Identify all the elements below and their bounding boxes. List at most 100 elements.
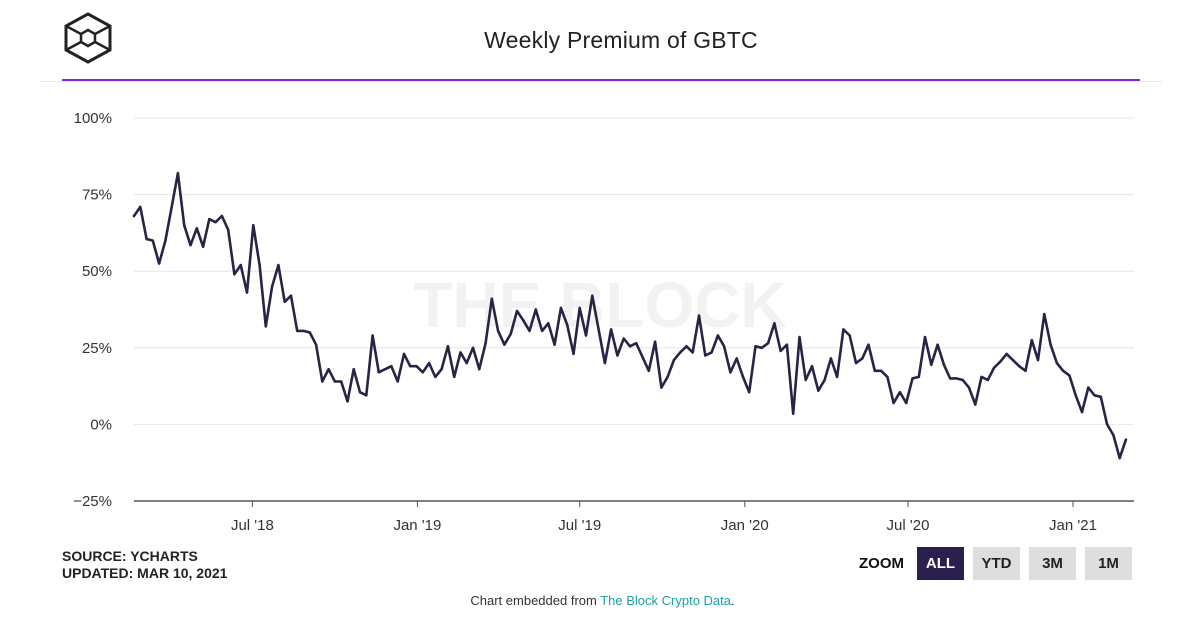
data-point — [434, 375, 437, 379]
data-point — [735, 357, 738, 360]
data-point — [766, 342, 770, 345]
data-point — [792, 412, 795, 415]
data-point — [741, 375, 745, 379]
data-point — [603, 361, 607, 365]
data-point — [804, 378, 807, 382]
data-point — [716, 334, 720, 337]
data-point — [892, 401, 895, 405]
zoom-ytd-button[interactable]: YTD — [973, 547, 1020, 580]
data-point — [848, 334, 851, 337]
data-point — [873, 369, 876, 372]
data-point — [296, 329, 299, 333]
data-point — [760, 346, 763, 349]
data-point — [471, 346, 475, 349]
data-point — [321, 380, 324, 383]
data-point — [1036, 358, 1040, 362]
data-point — [1043, 312, 1046, 316]
data-point — [660, 386, 663, 389]
y-tick-label: 75% — [82, 187, 112, 204]
data-point — [817, 389, 820, 392]
data-point — [283, 300, 286, 303]
data-point — [201, 245, 205, 248]
data-point — [277, 263, 280, 267]
data-point — [496, 329, 500, 333]
x-tick-label: Jul '18 — [231, 517, 274, 534]
data-point — [729, 371, 732, 374]
data-point — [478, 368, 481, 371]
y-tick-label: 0% — [90, 416, 112, 433]
data-point — [132, 214, 136, 218]
the-block-logo-icon — [64, 12, 112, 64]
zoom-all-button[interactable]: ALL — [917, 547, 964, 580]
data-point — [446, 345, 450, 348]
data-point — [484, 342, 487, 345]
data-point — [854, 361, 858, 365]
data-point — [861, 357, 864, 360]
data-point — [522, 319, 525, 322]
embed-credit: Chart embedded from The Block Crypto Dat… — [0, 593, 1189, 608]
zoom-1m-button[interactable]: 1M — [1085, 547, 1132, 580]
data-point — [829, 357, 833, 360]
data-point — [453, 375, 456, 379]
data-point — [722, 345, 726, 348]
data-point — [653, 340, 657, 343]
data-point — [157, 262, 161, 265]
chart-title: Weekly Premium of GBTC — [484, 27, 758, 53]
data-point — [666, 375, 669, 379]
data-point — [559, 306, 563, 310]
data-point — [798, 335, 801, 339]
the-block-data-link[interactable]: The Block Crypto Data — [600, 593, 731, 608]
data-point — [898, 391, 902, 394]
data-point — [597, 328, 600, 331]
data-point — [591, 294, 594, 297]
data-point — [584, 334, 588, 337]
data-point — [333, 380, 337, 383]
data-point — [503, 343, 506, 346]
data-point — [917, 375, 920, 379]
data-point — [1074, 394, 1077, 397]
data-point — [905, 401, 908, 405]
data-point — [999, 360, 1002, 363]
data-point — [245, 291, 249, 294]
data-point — [955, 377, 958, 380]
data-point — [340, 380, 343, 383]
x-tick-label: Jan '20 — [721, 517, 769, 534]
data-point — [785, 343, 789, 346]
credit-text: Chart embedded from — [470, 593, 601, 608]
data-point — [183, 224, 186, 227]
data-point — [930, 363, 933, 366]
data-point — [553, 343, 556, 346]
data-point — [1118, 456, 1121, 460]
data-point — [270, 285, 274, 288]
data-point — [352, 368, 355, 371]
data-point — [578, 306, 581, 310]
data-point — [164, 239, 167, 242]
data-point — [773, 322, 776, 325]
updated-line: UPDATED: MAR 10, 2021 — [62, 565, 228, 581]
data-point — [440, 368, 443, 371]
zoom-controls: ZOOM ALL YTD 3M 1M — [859, 547, 1132, 580]
data-point — [974, 403, 977, 406]
watermark-text: THE BLOCK — [413, 269, 786, 341]
data-point — [1061, 369, 1065, 372]
data-point — [214, 221, 217, 224]
title-underline — [62, 79, 1140, 81]
zoom-3m-button[interactable]: 3M — [1029, 547, 1076, 580]
zoom-label: ZOOM — [859, 555, 904, 572]
data-point — [1093, 394, 1096, 397]
data-point — [879, 369, 883, 372]
data-point — [936, 343, 939, 346]
data-point — [377, 371, 380, 374]
data-point — [572, 352, 575, 356]
data-point — [679, 351, 682, 354]
data-point — [534, 308, 537, 311]
data-point — [383, 368, 387, 371]
data-point — [490, 297, 493, 300]
data-point — [779, 349, 782, 353]
x-tick-label: Jan '21 — [1049, 517, 1097, 534]
data-point — [547, 322, 550, 325]
data-point — [308, 331, 311, 334]
data-point — [365, 394, 368, 397]
data-point — [710, 351, 713, 354]
